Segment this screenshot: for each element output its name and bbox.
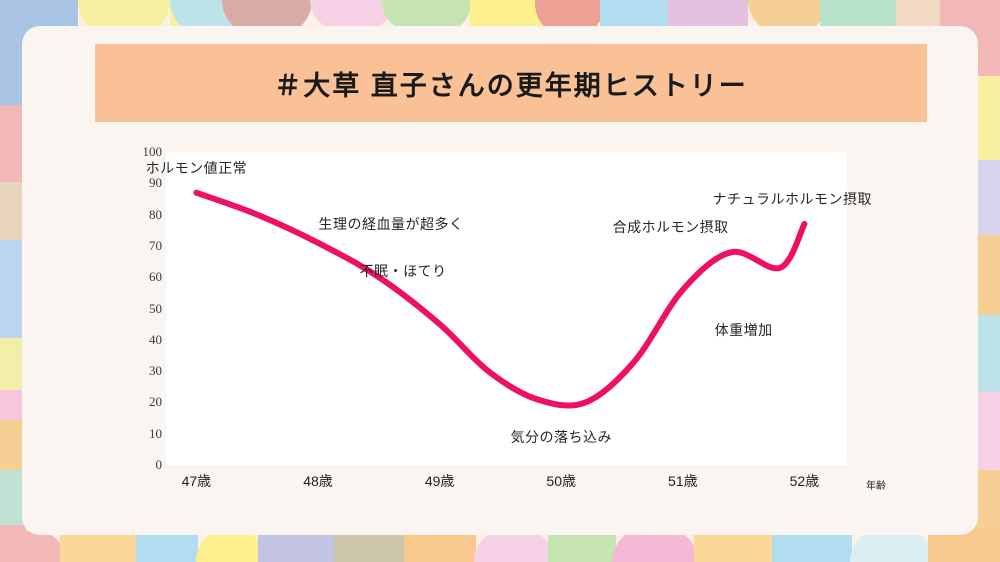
hormone-line-path — [193, 189, 808, 409]
x-axis-tick-label: 50歳 — [546, 473, 577, 489]
y-axis-tick-label: 30 — [149, 363, 162, 379]
y-axis-tick-label: 50 — [149, 300, 162, 316]
y-axis-tick-label: 0 — [155, 457, 163, 472]
plot-area: ホルモン値正常生理の経血量が超多く不眠・ほてり気分の落ち込み 合成ホルモン摂取体重… — [146, 152, 872, 465]
y-axis-tick-label: 10 — [149, 425, 162, 441]
decor-blob — [668, 0, 748, 30]
content-card: ＃大草 直子さんの更年期ヒストリー 100 90 80 70 60 50 40 30 20 10 0… — [22, 26, 978, 535]
x-axis-tick-label: 49歳 — [424, 473, 455, 489]
y-axis-tick-label: 60 — [149, 269, 162, 285]
y-axis-tick-label: 70 — [149, 237, 162, 253]
decor-blob — [0, 105, 26, 185]
decor-blob — [0, 470, 26, 530]
hormone-curve — [193, 189, 808, 409]
decor-blob — [974, 160, 1000, 240]
y-axis-tick-label: 90 — [149, 175, 162, 191]
chart-annotation: 不眠・ほてり — [359, 262, 447, 279]
chart-annotation: ナチュラルホルモン摂取 — [712, 190, 873, 207]
chart-annotation: 合成ホルモン摂取 — [612, 219, 729, 236]
hormone-history-chart: 100 90 80 70 60 50 40 30 20 10 0 ホルモン値正常 生理の経血量が超多く… — [22, 126, 978, 526]
chart-annotation: 気分の落ち込み — [510, 428, 612, 445]
x-axis: 年齢 47歳 48歳 49歳 50歳 51歳 52歳 — [166, 471, 906, 501]
decor-blob — [0, 338, 26, 393]
chart-annotation: 生理の経血量が超多く — [318, 215, 464, 232]
decor-blob — [600, 0, 672, 30]
x-axis-tick-label: 52歳 — [789, 473, 820, 489]
decor-blob — [974, 235, 1000, 320]
x-axis-tick-label: 48歳 — [303, 473, 333, 489]
y-axis: 100 90 80 70 60 50 40 30 20 10 0 — [122, 144, 163, 472]
decor-blob — [820, 0, 896, 30]
y-axis-tick-label: 20 — [149, 394, 162, 410]
chart-annotation: 体重増加 — [714, 322, 773, 339]
decor-blob — [974, 315, 1000, 395]
decor-blob — [974, 392, 1000, 477]
decor-blob — [974, 0, 1000, 80]
y-axis-tick-label: 40 — [149, 331, 162, 347]
decor-blob — [0, 182, 26, 242]
x-axis-unit-label: 年齢 — [866, 481, 886, 492]
x-axis-tick-label: 51歳 — [668, 473, 698, 489]
title-banner: ＃大草 直子さんの更年期ヒストリー — [95, 44, 927, 122]
chart-annotation: ホルモン値正常 — [145, 159, 248, 176]
decor-blob — [0, 240, 26, 340]
y-axis-tick-label: 100 — [142, 144, 163, 159]
x-axis-tick-label: 47歳 — [181, 473, 212, 489]
decor-blob — [310, 0, 394, 30]
page-title: ＃大草 直子さんの更年期ヒストリー — [274, 70, 748, 101]
y-axis-tick-label: 80 — [149, 206, 162, 222]
decor-blob — [974, 76, 1000, 166]
decor-blob — [0, 0, 26, 110]
decor-blob — [896, 0, 946, 26]
